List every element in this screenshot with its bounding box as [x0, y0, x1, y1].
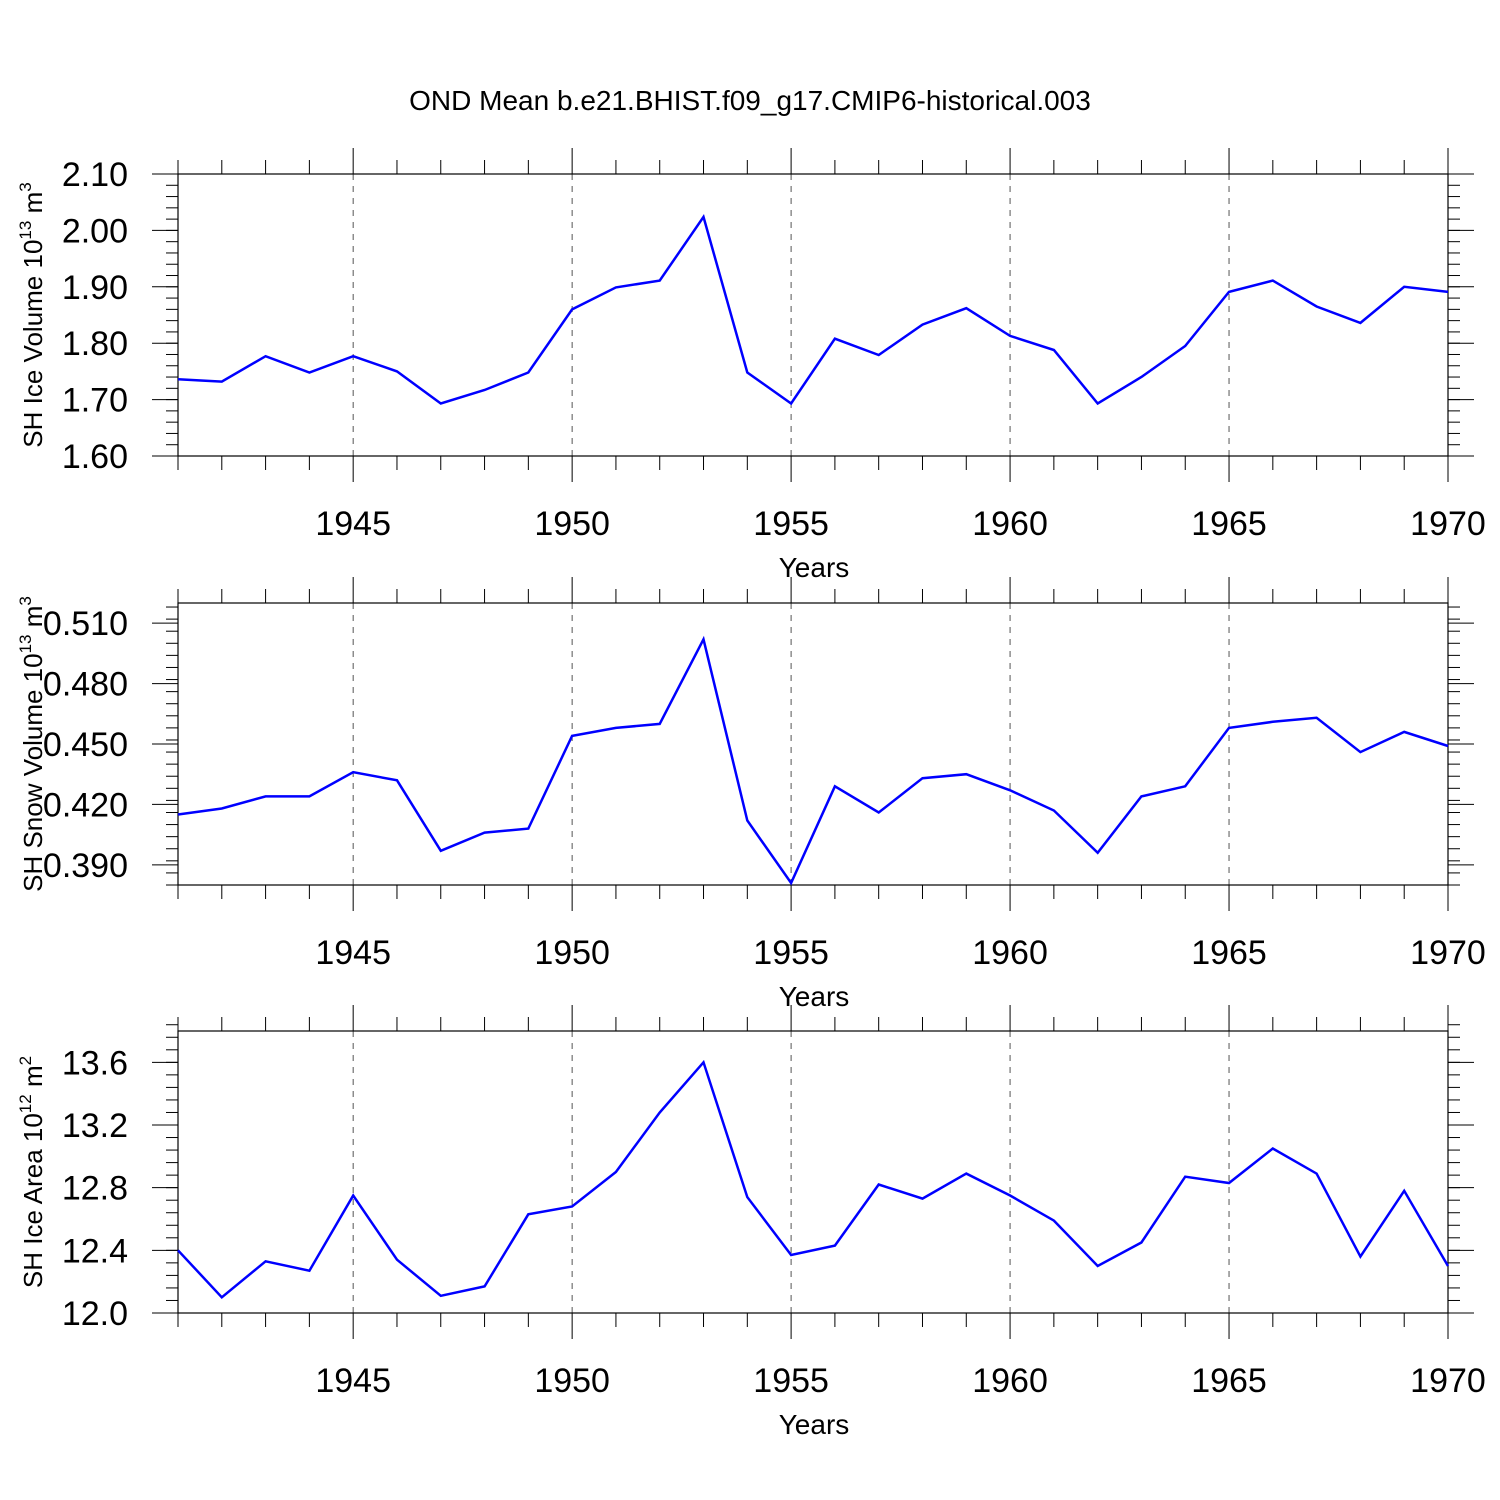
- x-axis-label: Years: [779, 981, 850, 1012]
- plot-frame: [177, 173, 1449, 457]
- y-tick-label: 12.0: [62, 1295, 128, 1333]
- y-tick-label: 13.2: [62, 1107, 128, 1145]
- y-axis-label-text: m: [18, 192, 48, 221]
- x-tick-label: 1955: [753, 1362, 829, 1400]
- y-tick-label: 0.510: [43, 605, 128, 643]
- y-axis-label: SH Ice Volume 1013 m3: [16, 182, 48, 447]
- y-tick-label: 12.4: [62, 1232, 128, 1270]
- x-tick-label: 1965: [1191, 1362, 1267, 1400]
- x-tick-label: 1950: [534, 1362, 610, 1400]
- x-tick-label: 1945: [315, 505, 391, 543]
- plot-frame: [177, 1030, 1449, 1314]
- panels: 1945 1950 1955 1960 1965 1970 Years 1.60 1.70 1.8…: [16, 148, 1486, 1440]
- x-tick-label: 1950: [534, 505, 610, 543]
- y-axis-label-superscript: 2: [16, 1056, 35, 1065]
- x-tick-label: 1945: [315, 1362, 391, 1400]
- x-tick-label: 1965: [1191, 934, 1267, 972]
- y-tick-label: 0.480: [43, 666, 128, 704]
- y-axis-label-superscript: 3: [16, 182, 35, 191]
- y-tick-label: 1.90: [62, 269, 128, 307]
- y-tick-label: 0.420: [43, 786, 128, 824]
- y-tick-label: 2.00: [62, 212, 128, 250]
- y-axis-label-superscript: 13: [16, 221, 35, 240]
- x-tick-label: 1970: [1410, 1362, 1486, 1400]
- y-tick-label: 1.70: [62, 382, 128, 420]
- y-tick-label: 1.60: [62, 438, 128, 476]
- x-tick-label: 1965: [1191, 505, 1267, 543]
- y-tick-label: 0.390: [43, 847, 128, 885]
- x-axis-label: Years: [779, 1409, 850, 1440]
- y-axis-label-superscript: 3: [16, 596, 35, 605]
- y-axis-label-text: m: [18, 606, 48, 635]
- y-tick-label: 1.80: [62, 325, 128, 363]
- x-tick-label: 1960: [972, 505, 1048, 543]
- x-tick-label: 1955: [753, 505, 829, 543]
- chart-panel-2: 1945 1950 1955 1960 1965 1970 Years 0.390 0.420 0…: [16, 577, 1486, 1012]
- x-tick-label: 1945: [315, 934, 391, 972]
- x-tick-label: 1960: [972, 934, 1048, 972]
- y-axis-label-text: SH Ice Area 10: [18, 1113, 48, 1288]
- x-tick-label: 1970: [1410, 505, 1486, 543]
- y-tick-label: 0.450: [43, 726, 128, 764]
- y-axis-label-text: SH Snow Volume 10: [18, 653, 48, 891]
- y-axis-label-superscript: 12: [16, 1094, 35, 1113]
- chart-panel-1: 1945 1950 1955 1960 1965 1970 Years 1.60 1.70 1.8…: [16, 148, 1486, 583]
- x-axis-label: Years: [779, 552, 850, 583]
- y-tick-label: 13.6: [62, 1044, 128, 1082]
- chart-title: OND Mean b.e21.BHIST.f09_g17.CMIP6-histo…: [409, 85, 1091, 116]
- x-tick-label: 1970: [1410, 934, 1486, 972]
- y-tick-label: 2.10: [62, 156, 128, 194]
- y-axis-label-text: m: [18, 1065, 48, 1094]
- x-tick-label: 1950: [534, 934, 610, 972]
- x-tick-label: 1960: [972, 1362, 1048, 1400]
- series-line: [177, 1059, 1450, 1300]
- plot-frame: [177, 602, 1449, 886]
- y-axis-label-superscript: 13: [16, 634, 35, 653]
- chart-panel-3: 1945 1950 1955 1960 1965 1970 Years 12.0 12.4 12.…: [16, 1005, 1486, 1440]
- y-axis-label: SH Ice Area 1012 m2: [16, 1056, 48, 1288]
- series-line: [177, 635, 1449, 886]
- x-tick-label: 1955: [753, 934, 829, 972]
- y-axis-label-text: SH Ice Volume 10: [18, 240, 48, 448]
- series-line: [177, 213, 1449, 406]
- y-axis-label: SH Snow Volume 1013 m3: [16, 596, 48, 892]
- y-tick-label: 12.8: [62, 1170, 128, 1208]
